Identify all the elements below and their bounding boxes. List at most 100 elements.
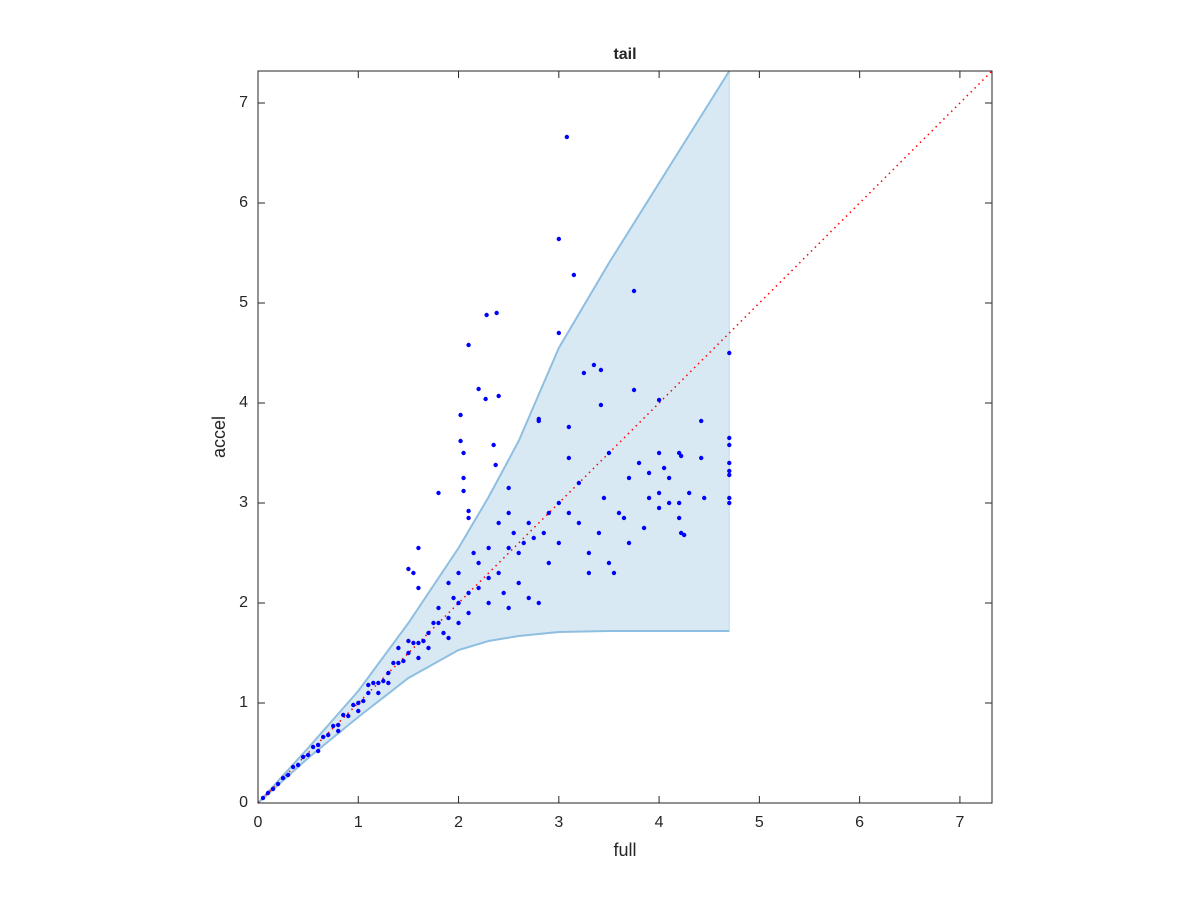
point xyxy=(521,540,526,546)
point xyxy=(536,418,541,424)
plot-area xyxy=(257,70,993,804)
point xyxy=(351,702,356,708)
point xyxy=(476,560,481,566)
point xyxy=(416,545,421,551)
point xyxy=(290,764,296,770)
point xyxy=(631,387,637,393)
point xyxy=(486,545,491,551)
point xyxy=(476,386,481,392)
point xyxy=(315,748,321,754)
chart-title: tail xyxy=(613,46,636,63)
point xyxy=(656,505,662,511)
point xyxy=(483,396,488,402)
point xyxy=(471,550,476,556)
y-tick-label: 5 xyxy=(239,294,248,311)
point xyxy=(361,698,366,704)
point xyxy=(416,655,421,661)
point xyxy=(496,570,501,576)
point xyxy=(376,680,381,686)
point xyxy=(626,540,632,546)
point xyxy=(546,510,551,516)
point xyxy=(566,455,572,461)
x-tick-label: 2 xyxy=(454,814,463,831)
point xyxy=(346,713,351,719)
x-axis-label: full xyxy=(613,840,636,860)
point xyxy=(396,660,401,666)
point xyxy=(566,510,572,516)
point xyxy=(458,412,463,418)
point xyxy=(456,620,461,626)
point xyxy=(576,480,582,486)
point xyxy=(598,402,604,408)
point xyxy=(381,678,386,684)
point xyxy=(496,520,501,526)
x-tick-label: 6 xyxy=(855,814,864,831)
point xyxy=(566,424,572,430)
point xyxy=(606,560,612,566)
point xyxy=(456,600,461,606)
x-tick-label: 4 xyxy=(655,814,664,831)
point xyxy=(556,236,562,242)
point xyxy=(416,640,421,646)
point xyxy=(376,690,381,696)
point xyxy=(436,490,441,496)
point xyxy=(511,530,516,536)
point xyxy=(310,744,316,750)
point xyxy=(501,590,506,596)
point xyxy=(556,500,562,506)
point xyxy=(458,438,463,444)
point xyxy=(466,590,471,596)
point xyxy=(320,734,326,740)
point xyxy=(446,615,451,621)
point xyxy=(466,610,471,616)
band-upper xyxy=(257,70,731,804)
point xyxy=(506,485,511,491)
point xyxy=(727,460,732,466)
point xyxy=(641,525,647,531)
point xyxy=(461,475,466,481)
point xyxy=(484,312,489,318)
point xyxy=(666,500,672,506)
point xyxy=(325,732,331,738)
x-tick-label: 1 xyxy=(354,814,363,831)
point xyxy=(411,570,416,576)
y-tick-label: 0 xyxy=(239,794,248,811)
point xyxy=(526,520,531,526)
point xyxy=(421,638,426,644)
y-tick-label: 6 xyxy=(239,194,248,211)
point xyxy=(260,795,266,801)
point xyxy=(285,772,291,778)
y-tick-label: 3 xyxy=(239,494,248,511)
point xyxy=(727,468,732,474)
point xyxy=(386,680,391,686)
point xyxy=(305,752,311,758)
point xyxy=(676,515,682,521)
point xyxy=(631,288,637,294)
point xyxy=(596,530,602,536)
band-fill xyxy=(258,71,730,803)
point xyxy=(441,630,446,636)
point xyxy=(341,712,346,718)
point xyxy=(656,397,662,403)
point xyxy=(506,545,511,551)
point xyxy=(396,645,401,651)
point xyxy=(536,600,541,606)
point xyxy=(371,680,376,686)
point xyxy=(315,742,321,748)
point xyxy=(586,550,592,556)
point xyxy=(571,272,577,278)
point xyxy=(431,620,436,626)
point xyxy=(466,508,471,514)
reference-line xyxy=(257,70,993,804)
point xyxy=(727,435,732,441)
point xyxy=(366,682,371,688)
point xyxy=(491,442,496,448)
y-tick-label: 2 xyxy=(239,594,248,611)
point xyxy=(686,490,692,496)
point xyxy=(621,515,627,521)
point xyxy=(411,640,416,646)
point xyxy=(401,658,406,664)
point xyxy=(564,134,570,140)
